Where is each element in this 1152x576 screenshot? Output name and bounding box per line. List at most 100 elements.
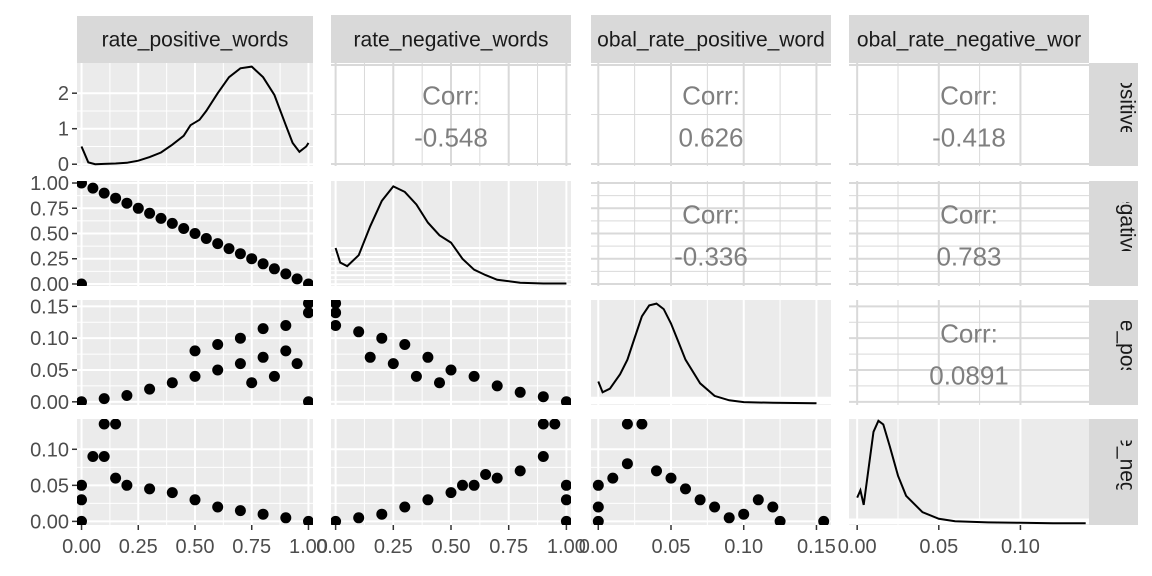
scatter-point xyxy=(87,451,99,462)
scatter-point xyxy=(331,515,342,525)
scatter-point xyxy=(280,268,292,280)
scatter-point xyxy=(592,479,604,491)
panel-r0-c1 xyxy=(331,14,571,166)
x-tick-label: 0.00 xyxy=(579,536,618,558)
scatter-rate_positive_words-vs-global_rate_positive_words xyxy=(77,300,313,405)
strip-top-2: obal_rate_positive_word xyxy=(591,16,831,63)
scatter-point xyxy=(268,263,280,275)
scatter-point xyxy=(560,396,571,405)
strip-top-3: obal_rate_negative_wor xyxy=(849,16,1089,63)
y-tick-label: 1 xyxy=(58,119,69,141)
strip-label-row: ate_negativ xyxy=(1116,418,1139,527)
x-tick-label: 0.15 xyxy=(797,536,836,558)
panel-r2-c3 xyxy=(849,300,1089,405)
scatter-rate_positive_words-vs-rate_negative_words xyxy=(77,181,313,286)
strip-background xyxy=(1089,300,1138,405)
panel-r3-c0 xyxy=(77,419,313,525)
panel-r0-c2 xyxy=(591,14,831,166)
scatter-point xyxy=(246,253,258,265)
strip-label-column: rate_negative_words xyxy=(354,29,549,52)
scatter-point xyxy=(189,494,201,506)
scatter-point xyxy=(303,515,313,525)
scatter-point xyxy=(223,243,235,255)
scatter-point xyxy=(303,300,313,309)
x-tick-label: 1.00 xyxy=(547,536,586,558)
scatter-point xyxy=(166,487,178,499)
strip-label-row: negative_w xyxy=(1116,180,1139,287)
x-tick-label: 0.50 xyxy=(432,536,471,558)
corr-value: 0.0891 xyxy=(929,361,1009,391)
scatter-rate_negative_words-vs-global_rate_positive_words xyxy=(331,300,571,405)
strip-top-1: rate_negative_words xyxy=(331,16,571,63)
x-tick-label: 0.00 xyxy=(316,536,355,558)
strip-right-3: ate_negativ xyxy=(1089,418,1139,527)
scatter-point xyxy=(410,370,422,382)
x-tick-label: 0.00 xyxy=(838,536,877,558)
strip-right-0: positive_w xyxy=(1089,63,1139,166)
scatter-point xyxy=(257,351,269,363)
scatter-point xyxy=(77,479,87,491)
scatter-point xyxy=(480,469,492,480)
scatter-point xyxy=(280,320,292,331)
density-line-rate_negative_words xyxy=(334,185,567,285)
x-tick-label: 0.10 xyxy=(724,536,763,558)
x-tick-label: 0.05 xyxy=(919,536,958,558)
density-line-rate_positive_words xyxy=(80,65,310,166)
scatter-point xyxy=(280,345,292,357)
scatter-point xyxy=(723,512,735,524)
scatter-point xyxy=(121,479,133,491)
scatter-point xyxy=(537,391,549,403)
scatter-point xyxy=(98,393,110,405)
scatter-point xyxy=(399,501,411,513)
scatter-point xyxy=(607,472,619,484)
corr-label: Corr: xyxy=(940,200,998,230)
strip-label-column: obal_rate_negative_wor xyxy=(857,29,1081,52)
strip-right-2: ate_positiv xyxy=(1089,300,1139,405)
panel-r3-c3 xyxy=(849,419,1089,525)
scatter-point xyxy=(121,197,133,209)
scatter-point xyxy=(445,487,457,499)
scatter-point xyxy=(234,505,246,517)
scatter-point xyxy=(331,300,342,309)
y-axis-row-0: 0 1 2 xyxy=(58,83,77,176)
y-tick-label: 0.10 xyxy=(30,328,69,350)
scatter-point xyxy=(353,326,365,338)
scatter-point xyxy=(491,472,503,484)
scatter-point xyxy=(468,370,480,382)
strip-label-column: obal_rate_positive_word xyxy=(597,29,825,52)
x-axis-col-2: 0.00 0.05 0.10 0.15 xyxy=(579,525,836,558)
scatter-point xyxy=(189,345,201,357)
scatter-point xyxy=(212,364,224,376)
scatter-point xyxy=(246,377,258,389)
corr-value: 0.626 xyxy=(678,123,743,153)
x-tick-label: 0.75 xyxy=(232,536,271,558)
scatter-point xyxy=(331,320,342,331)
scatter-point xyxy=(560,515,571,525)
panel-r0-c3 xyxy=(849,14,1089,166)
x-tick-label: 0.00 xyxy=(62,536,101,558)
panel-r3-c1 xyxy=(331,419,571,525)
corr-label: Corr: xyxy=(682,81,740,111)
scatter-point xyxy=(651,465,662,477)
scatter-point xyxy=(537,451,549,462)
scatter-point xyxy=(514,465,526,477)
x-tick-label: 0.75 xyxy=(489,536,528,558)
strip-background xyxy=(1089,419,1138,525)
y-tick-label: 0.05 xyxy=(30,475,69,497)
panel-r0-c0 xyxy=(77,63,313,166)
scatter-point xyxy=(291,273,303,285)
scatter-point xyxy=(468,479,480,491)
scatter-point xyxy=(738,508,750,520)
scatter-point xyxy=(212,238,224,250)
scatter-point xyxy=(257,508,269,520)
strip-right-1: negative_w xyxy=(1089,180,1139,287)
x-axis-col-3: 0.00 0.05 0.10 xyxy=(838,525,1040,558)
scatter-point xyxy=(387,358,399,370)
x-axis-col-0: 0.00 0.25 0.50 0.75 1.00 xyxy=(62,525,328,558)
scatter-point xyxy=(77,181,87,189)
scatter-point xyxy=(234,358,246,370)
scatter-point xyxy=(132,202,144,214)
scatter-point xyxy=(592,515,604,525)
scatter-point xyxy=(189,370,201,382)
